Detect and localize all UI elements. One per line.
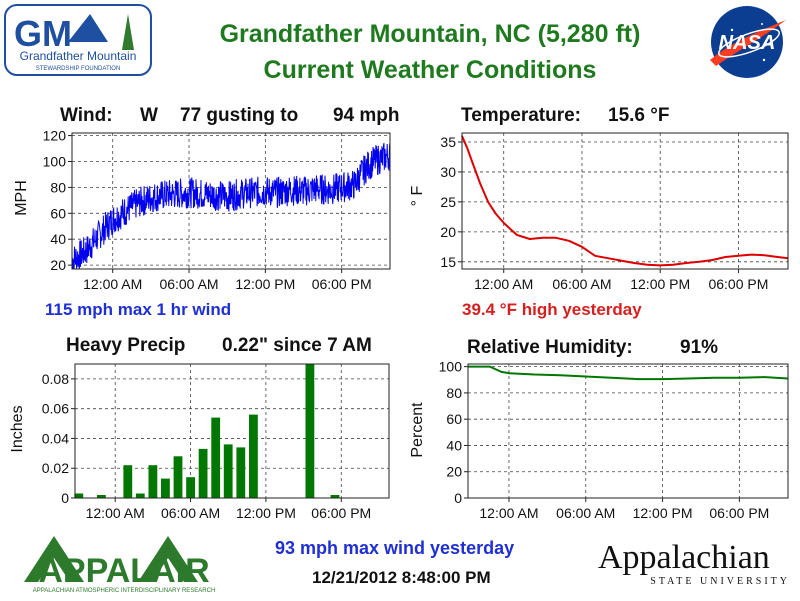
temperature-value: 15.6 °F (608, 105, 670, 126)
y-tick-label: 35 (440, 134, 456, 150)
y-tick-label: 80 (50, 179, 66, 195)
x-tick-label: 06:00 PM (312, 276, 372, 292)
y-axis-label: Inches (9, 405, 26, 452)
nasa-logo-text: NASA (719, 32, 776, 54)
x-tick-label: 06:00 PM (708, 276, 768, 292)
appstate-logo: Appalachian STATE UNIVERSITY (598, 540, 794, 592)
y-tick-label: 120 (43, 128, 67, 144)
precip-bar (330, 495, 340, 498)
x-tick-label: 06:00 PM (709, 505, 769, 521)
x-tick-label: 06:00 AM (552, 276, 611, 292)
nasa-logo: NASA (702, 2, 792, 82)
x-tick-label: 06:00 AM (556, 505, 615, 521)
precip-value: 0.22" since 7 AM (222, 335, 372, 356)
wind-max-note: 115 mph max 1 hr wind (45, 300, 232, 319)
wind-speed: 77 gusting to (180, 105, 299, 126)
page-subtitle: Current Weather Conditions (263, 56, 597, 84)
precip-label: Heavy Precip (66, 335, 186, 356)
y-tick-label: 20 (446, 464, 462, 480)
x-tick-label: 06:00 AM (159, 276, 218, 292)
x-tick-label: 06:00 AM (161, 505, 220, 521)
precip-bar (135, 493, 145, 498)
wind-direction: W (140, 105, 158, 126)
humidity-chart: 0 20 40 60 80 100 12:00 AM 06:00 AM 12:00 PM 06:0… (409, 359, 789, 521)
humidity-label: Relative Humidity: (467, 337, 633, 358)
precip-bar (123, 465, 133, 498)
y-tick-label: 100 (439, 359, 463, 375)
y-axis-label: ° F (409, 185, 426, 206)
precip-bar (97, 495, 106, 498)
precip-chart: 0 0.02 0.04 0.06 0.08 12:00 AM 06:00 AM 12:00 P… (9, 363, 390, 521)
x-tick-label: 12:00 AM (474, 276, 533, 292)
x-tick-label: 12:00 AM (479, 505, 538, 521)
wind-gust: 94 mph (333, 105, 400, 126)
timestamp: 12/21/2012 8:48:00 PM (312, 568, 491, 587)
plot-frame (467, 363, 789, 499)
precip-bar (148, 465, 158, 498)
precip-bar (173, 456, 183, 498)
precip-bar (198, 448, 208, 498)
appstate-subtext: STATE UNIVERSITY (650, 576, 790, 587)
y-tick-label: 20 (50, 257, 66, 273)
precip-bar (236, 447, 246, 498)
y-tick-label: 40 (446, 437, 462, 453)
appstate-text: Appalachian (598, 539, 770, 576)
plot-frame (71, 132, 391, 270)
x-tick-label: 12:00 PM (630, 276, 690, 292)
appalair-logo: APPALAIR APPALACHIAN ATMOSPHERIC INTERDI… (8, 532, 240, 596)
humidity-value: 91% (680, 337, 719, 358)
precip-bar (211, 417, 221, 498)
humidity-series-line (468, 365, 789, 381)
x-tick-label: 12:00 PM (236, 505, 296, 521)
y-tick-label: 0 (454, 490, 462, 506)
precip-bar (249, 414, 258, 498)
gm-monogram: GM (14, 13, 72, 54)
precip-bar (186, 477, 195, 498)
y-tick-label: 25 (440, 194, 456, 210)
y-tick-label: 60 (446, 411, 462, 427)
x-tick-label: 06:00 PM (311, 505, 371, 521)
gm-logo-subtext: STEWARDSHIP FOUNDATION (36, 66, 121, 72)
plot-frame (461, 132, 789, 270)
temperature-series-line (461, 135, 789, 267)
max-wind-yesterday: 93 mph max wind yesterday (275, 538, 515, 558)
grandfather-logo: GM Grandfather Mountain STEWARDSHIP FOUN… (4, 4, 154, 76)
temperature-label: Temperature: (461, 105, 582, 126)
y-tick-label: 0.04 (42, 430, 69, 446)
precip-bar (74, 493, 84, 498)
precip-bar (161, 478, 170, 498)
appalair-subtext: APPALACHIAN ATMOSPHERIC INTERDISCIPLINAR… (33, 588, 216, 594)
y-tick-label: 0.06 (42, 401, 69, 417)
y-tick-label: 20 (440, 224, 456, 240)
plot-frame (74, 363, 390, 499)
y-tick-label: 0.08 (42, 371, 69, 387)
x-tick-label: 12:00 AM (83, 276, 142, 292)
y-axis-label: Percent (409, 402, 426, 458)
temperature-high-note: 39.4 °F high yesterday (462, 300, 642, 319)
y-tick-label: 60 (50, 205, 66, 221)
y-axis-label: MPH (13, 180, 30, 216)
appalair-text: APPALAIR (38, 552, 209, 590)
y-tick-label: 30 (440, 164, 456, 180)
y-tick-label: 15 (440, 254, 456, 270)
temperature-chart: 15 20 25 30 35 12:00 AM 06:00 AM 12:00 PM 06:00 … (409, 132, 789, 292)
y-tick-label: 0.02 (42, 460, 69, 476)
y-tick-label: 40 (50, 231, 66, 247)
wind-series-line (71, 142, 391, 270)
wind-chart: 20 40 60 80 100 120 12:00 AM 06:00 AM 12:00 PM 06… (13, 128, 391, 292)
page-title: Grandfather Mountain, NC (5,280 ft) (219, 20, 641, 48)
y-tick-label: 80 (446, 385, 462, 401)
x-tick-label: 12:00 PM (633, 505, 693, 521)
x-tick-label: 12:00 PM (235, 276, 295, 292)
y-tick-label: 100 (43, 153, 67, 169)
precip-bar (223, 444, 233, 498)
y-tick-label: 0 (61, 490, 69, 506)
x-tick-label: 12:00 AM (86, 505, 145, 521)
precip-bar (305, 364, 315, 498)
wind-label: Wind: (60, 105, 113, 126)
gm-logo-text: Grandfather Mountain (20, 49, 137, 63)
